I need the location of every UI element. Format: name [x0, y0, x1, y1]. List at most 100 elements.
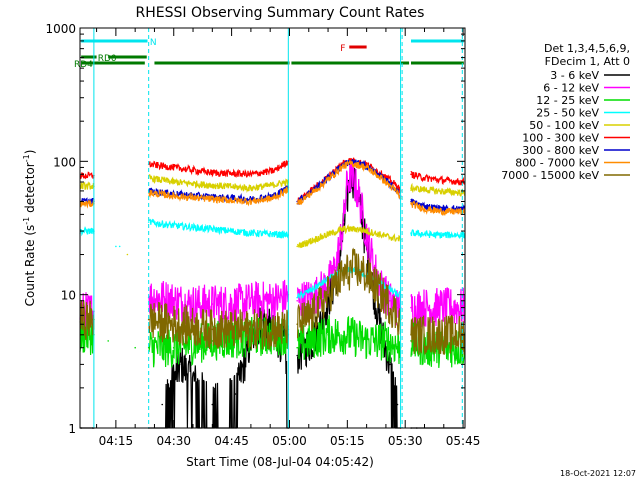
observing-flags: N F RD0 RD4 [74, 38, 464, 70]
series-6-point [396, 185, 399, 188]
x-tick-label: 04:45 [214, 434, 249, 448]
series-6-point [350, 159, 353, 161]
series-1-point [161, 403, 163, 406]
series-4-point [311, 288, 314, 290]
series-2-point [427, 306, 430, 309]
x-tick-label: 05:30 [388, 434, 423, 448]
series-6-point [423, 177, 426, 179]
legend-label-3: 12 - 25 keV [536, 94, 599, 107]
series-9-point [311, 314, 314, 317]
legend-header-detectors: Det 1,3,4,5,6,9, [544, 42, 630, 55]
series-2-point [342, 221, 345, 223]
series-8-point [443, 210, 445, 213]
axes: 04:15 04:30 04:45 05:00 05:15 05:30 05:45 1 10 10… [45, 22, 480, 448]
series-8-point [319, 185, 322, 188]
series-line-6 [79, 157, 465, 204]
legend-header-settings: FDecim 1, Att 0 [545, 55, 630, 68]
series-2-point [172, 300, 175, 302]
series-8-point [273, 197, 275, 199]
y-tick-label: 100 [53, 155, 76, 169]
series-2-point [350, 173, 353, 176]
series-9-point [435, 334, 437, 336]
series-5-point [358, 228, 360, 230]
series-1-point [234, 393, 237, 395]
series-3-point [365, 340, 368, 342]
series-6-point [172, 166, 175, 169]
series-2-point [157, 296, 160, 299]
y-tick-label: 1 [68, 422, 76, 436]
series-5-point [389, 236, 391, 238]
series-8-point [396, 192, 399, 194]
series-8-point [172, 195, 175, 197]
series-1-point [180, 363, 183, 366]
series-2-point [410, 306, 412, 309]
flag-label-f: F [340, 44, 345, 54]
series-9-point [91, 318, 94, 321]
series-5-point [319, 236, 322, 238]
series-5-point [269, 184, 272, 187]
series-8-point [80, 203, 82, 205]
series-1-point [396, 403, 399, 406]
legend-label-6: 100 - 300 keV [522, 132, 599, 145]
series-7-point [423, 205, 426, 208]
series-2-point [296, 300, 299, 302]
series-2-point [396, 306, 399, 309]
series-2-point [257, 300, 260, 302]
series-3-point [107, 340, 109, 342]
series-7-point [462, 208, 464, 210]
series-9-point [381, 293, 383, 296]
series-9-point [354, 266, 356, 269]
y-tick-label: 10 [61, 289, 76, 303]
legend-label-2: 6 - 12 keV [543, 82, 599, 95]
legend: Det 1,3,4,5,6,9, FDecim 1, Att 0 3 - 6 k… [501, 42, 630, 182]
series-6-point [410, 173, 412, 176]
x-tick-label: 04:15 [99, 434, 134, 448]
series-line-7 [79, 158, 466, 214]
series-2-point [419, 306, 422, 309]
series-1-point [296, 354, 299, 357]
series-9-point [147, 318, 150, 321]
series-5-point [250, 187, 252, 189]
series-line-2 [79, 158, 466, 333]
series-2-point [389, 300, 391, 302]
series-4-point [396, 293, 399, 296]
series-2-point [211, 303, 214, 305]
series-8-point [423, 208, 426, 210]
series-3-point [172, 346, 175, 349]
generation-timestamp: 18-Oct-2021 12:07 [560, 469, 636, 478]
series-5-point [211, 184, 214, 187]
x-axis-label: Start Time (08-Jul-04 04:05:42) [186, 455, 374, 469]
series-8-point [250, 200, 252, 203]
series-3-point [308, 340, 310, 342]
series-line-9 [79, 247, 466, 355]
series-9-point [410, 334, 412, 336]
x-tick-label: 05:00 [272, 434, 307, 448]
series-8-point [91, 203, 94, 205]
x-tick-label: 05:15 [330, 434, 365, 448]
series-4-point [118, 245, 121, 248]
series-6-point [365, 163, 368, 166]
series-2-point [311, 296, 314, 299]
series-6-point [211, 172, 214, 174]
series-5-point [80, 185, 82, 188]
series-8-point [365, 166, 368, 169]
series-1-point [327, 300, 329, 302]
legend-label-9: 7000 - 15000 keV [501, 169, 599, 182]
series-line-8 [79, 160, 466, 217]
series-4-point [250, 232, 252, 234]
series-5-point [373, 232, 376, 234]
series-2-point [91, 310, 94, 313]
series-9-point [327, 293, 329, 296]
series-1-point [211, 403, 214, 406]
interval-markers [93, 28, 463, 428]
series-2-point [335, 266, 337, 269]
flag-label-rd4: RD4 [74, 60, 93, 70]
y-axis-label: Count Rate (s-1 detector-1) [22, 150, 37, 307]
y-tick-label: 1000 [45, 22, 76, 36]
series-line-4 [79, 218, 466, 299]
x-tick-label: 05:45 [446, 434, 481, 448]
series-2-point [365, 234, 368, 236]
series-3-point [385, 340, 387, 342]
legend-label-4: 25 - 50 keV [536, 107, 599, 120]
chart-title: RHESSI Observing Summary Count Rates [136, 5, 425, 21]
